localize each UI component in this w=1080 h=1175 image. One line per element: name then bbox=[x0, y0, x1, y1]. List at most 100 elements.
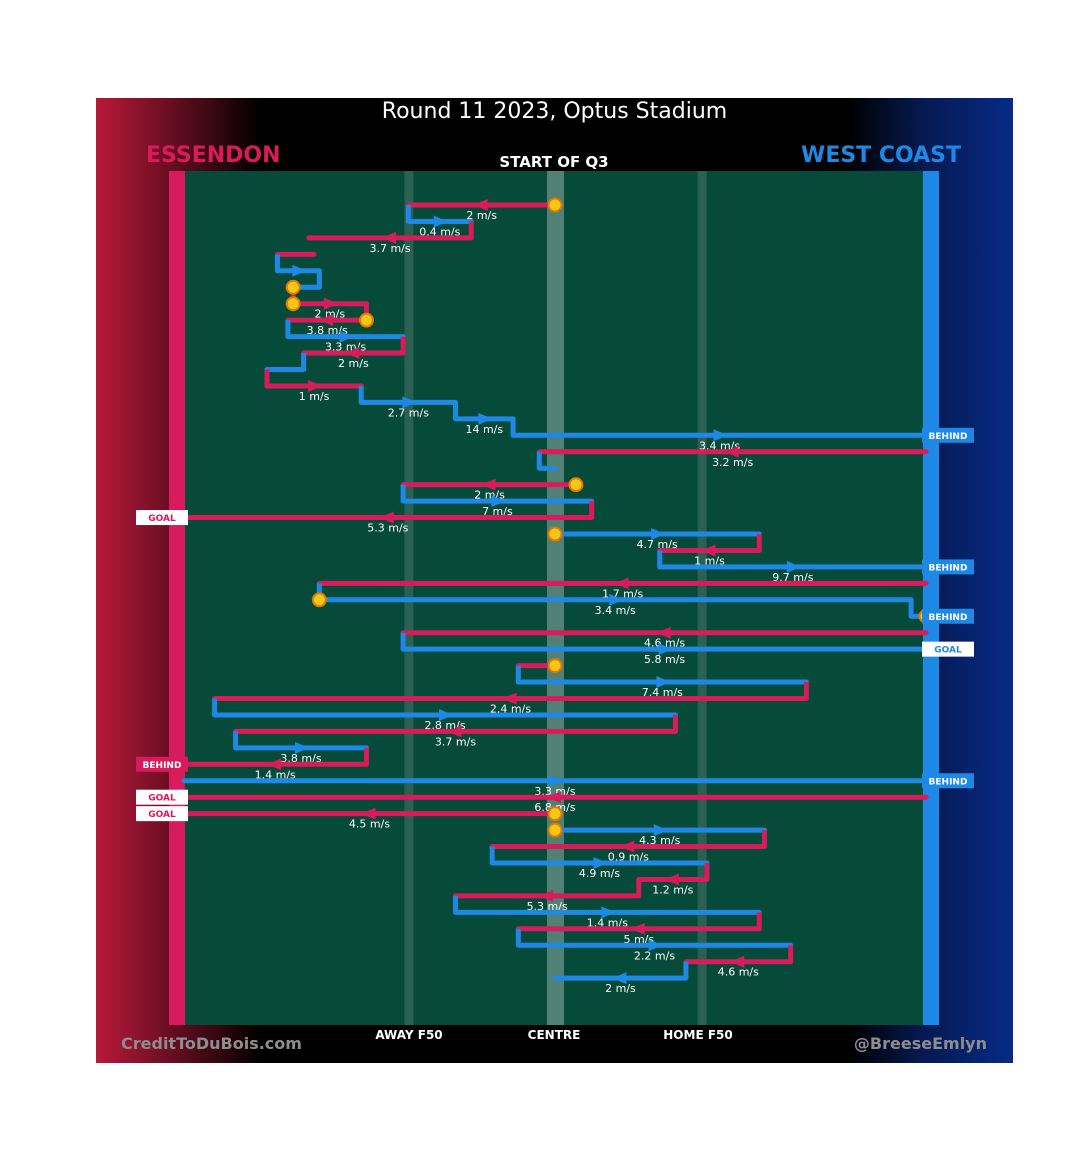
direction-arrow bbox=[547, 791, 561, 804]
direction-arrow bbox=[620, 840, 635, 853]
direction-arrow bbox=[701, 544, 716, 557]
direction-arrow bbox=[614, 577, 629, 590]
speed-label: 3.7 m/s bbox=[435, 735, 476, 748]
outcome-tag bbox=[922, 559, 974, 575]
direction-arrow bbox=[656, 626, 671, 639]
speed-label: 9.7 m/s bbox=[772, 571, 813, 584]
speed-label: 3.8 m/s bbox=[307, 324, 348, 337]
axis-label-away-f50: AWAY F50 bbox=[375, 1028, 443, 1042]
axis-label-centre: CENTRE bbox=[527, 1028, 581, 1042]
speed-label: 5 m/s bbox=[623, 933, 654, 946]
speed-label: 1.4 m/s bbox=[587, 916, 628, 929]
direction-arrow bbox=[447, 725, 462, 738]
speed-label: 3.8 m/s bbox=[280, 752, 321, 765]
speed-label: 3.3 m/s bbox=[534, 785, 575, 798]
direction-arrow bbox=[502, 692, 517, 705]
direction-arrow bbox=[713, 429, 728, 442]
speed-label: 0.9 m/s bbox=[608, 851, 649, 864]
direction-arrow bbox=[653, 824, 668, 837]
ball-up-marker bbox=[547, 658, 563, 674]
speed-label: 3.7 m/s bbox=[369, 242, 410, 255]
ball-up-marker bbox=[285, 279, 301, 295]
speed-label: 0.4 m/s bbox=[419, 225, 460, 238]
outcome-tag bbox=[136, 806, 188, 822]
speed-label: 7 m/s bbox=[482, 505, 513, 518]
speed-label: 2.7 m/s bbox=[388, 406, 429, 419]
direction-arrow bbox=[630, 922, 645, 935]
speed-label: 1.2 m/s bbox=[652, 883, 693, 896]
ball-up-marker bbox=[547, 526, 563, 542]
outcome-tag-label: BEHIND bbox=[929, 563, 968, 573]
speed-label: 2.2 m/s bbox=[634, 949, 675, 962]
direction-arrow bbox=[539, 889, 554, 902]
speed-label: 4.7 m/s bbox=[637, 538, 678, 551]
direction-arrow bbox=[601, 906, 616, 919]
direction-arrow bbox=[361, 807, 376, 820]
speed-label: 7.4 m/s bbox=[642, 686, 683, 699]
speed-label: 4.6 m/s bbox=[644, 637, 685, 650]
direction-arrow bbox=[295, 741, 310, 754]
direction-arrow bbox=[292, 264, 307, 277]
speed-label: 1 m/s bbox=[694, 554, 725, 567]
outcome-tag bbox=[922, 773, 974, 789]
outcome-tag bbox=[922, 641, 974, 657]
outcome-tag-label: GOAL bbox=[148, 514, 176, 524]
footer-credit: CreditToDuBois.com bbox=[121, 1034, 302, 1053]
direction-arrow bbox=[549, 774, 563, 787]
direction-arrow bbox=[323, 297, 338, 310]
direction-arrow bbox=[473, 199, 488, 211]
page-title: Round 11 2023, Optus Stadium bbox=[381, 99, 728, 124]
direction-arrow bbox=[339, 330, 354, 343]
speed-label: 2 m/s bbox=[314, 308, 345, 321]
speed-label: 4.3 m/s bbox=[639, 834, 680, 847]
poster: 2 m/s 0.4 m/s 3.7 m/s 2 m/s 3.8 m/s 3.3 m/s 2 … bbox=[96, 98, 1013, 1063]
speed-label: 4.9 m/s bbox=[579, 867, 620, 880]
speed-label: 2.4 m/s bbox=[490, 703, 531, 716]
footer-handle: @BreeseEmlyn bbox=[853, 1034, 987, 1053]
direction-arrow bbox=[612, 972, 627, 985]
right-goal-post bbox=[923, 171, 939, 1025]
outcome-tag-label: BEHIND bbox=[143, 761, 182, 771]
outcome-tag bbox=[922, 608, 974, 624]
outcome-tag-label: GOAL bbox=[148, 810, 176, 820]
outcome-tag-label: GOAL bbox=[148, 794, 176, 804]
speed-label: 5.8 m/s bbox=[644, 653, 685, 666]
direction-arrow bbox=[730, 955, 745, 968]
direction-arrow bbox=[382, 231, 397, 244]
direction-arrow bbox=[433, 215, 448, 228]
speed-label: 3.2 m/s bbox=[712, 456, 753, 469]
outcome-tag bbox=[136, 789, 188, 805]
speed-label: 1 m/s bbox=[299, 390, 330, 403]
direction-arrow bbox=[402, 396, 417, 409]
outcome-tag bbox=[922, 427, 974, 443]
direction-arrow bbox=[664, 873, 679, 886]
direction-arrow bbox=[379, 511, 394, 524]
ball-up-marker bbox=[285, 296, 301, 312]
speed-label: 3.4 m/s bbox=[595, 604, 636, 617]
direction-arrow bbox=[345, 347, 360, 360]
left-goal-post bbox=[169, 171, 185, 1025]
outcome-tag-label: BEHIND bbox=[929, 432, 968, 442]
direction-arrow bbox=[491, 495, 506, 508]
direction-arrow bbox=[319, 314, 334, 327]
speed-label: 2 m/s bbox=[605, 982, 636, 995]
team-left-label: ESSENDON bbox=[146, 143, 281, 168]
direction-arrow bbox=[651, 528, 666, 540]
direction-arrow bbox=[786, 560, 801, 573]
speed-label: 5.3 m/s bbox=[367, 522, 408, 535]
direction-arrow bbox=[267, 758, 282, 771]
direction-arrow bbox=[439, 708, 454, 721]
ball-up-marker bbox=[547, 197, 563, 213]
speed-label: 2 m/s bbox=[338, 357, 369, 370]
ball-up-marker bbox=[311, 592, 327, 608]
direction-arrow bbox=[593, 857, 608, 869]
axis-label-home-f50: HOME F50 bbox=[663, 1028, 733, 1042]
outcome-tag-label: GOAL bbox=[934, 646, 962, 656]
outcome-tag bbox=[136, 510, 188, 526]
direction-arrow bbox=[308, 379, 323, 392]
speed-label: 4.6 m/s bbox=[718, 966, 759, 979]
direction-arrow bbox=[648, 939, 663, 952]
chain-diagram: 2 m/s 0.4 m/s 3.7 m/s 2 m/s 3.8 m/s 3.3 m/s 2 … bbox=[136, 171, 974, 1025]
speed-label: 4.5 m/s bbox=[349, 818, 390, 831]
outcome-tag-label: BEHIND bbox=[929, 613, 968, 623]
